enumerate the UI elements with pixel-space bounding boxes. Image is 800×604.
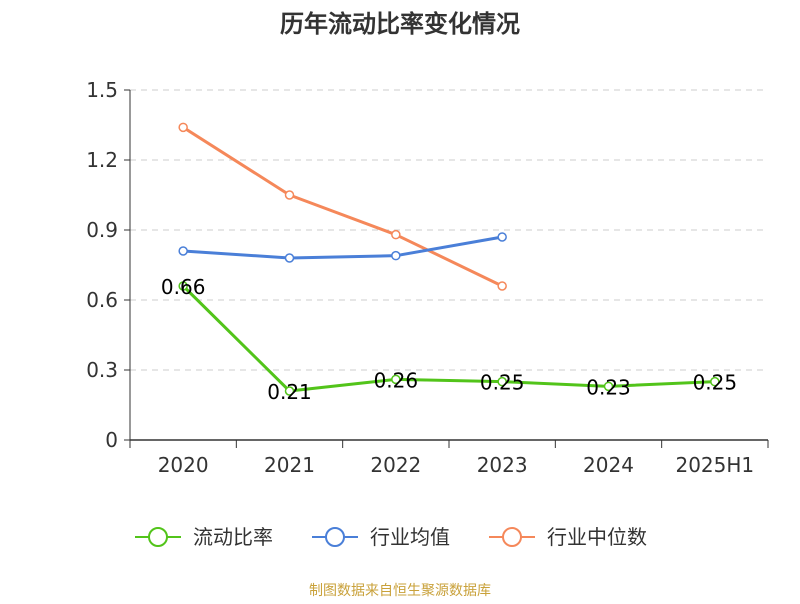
y-tick-label: 0 (105, 428, 118, 452)
data-label: 0.26 (374, 368, 419, 392)
data-point[interactable] (178, 246, 188, 256)
data-label: 0.25 (693, 371, 738, 395)
series-lines (178, 122, 720, 396)
legend-item-1[interactable]: 行业均值 (312, 525, 450, 549)
data-point[interactable] (178, 281, 188, 291)
data-point[interactable] (497, 232, 507, 242)
data-point[interactable] (710, 376, 720, 387)
x-tick-label: 2021 (264, 453, 315, 477)
y-tick-label: 0.9 (86, 218, 118, 242)
legend-item-2[interactable]: 行业中位数 (489, 525, 647, 549)
data-point[interactable] (603, 381, 614, 392)
legend-label: 流动比率 (193, 525, 273, 549)
data-point[interactable] (391, 374, 401, 385)
x-tick-label: 2023 (477, 453, 528, 477)
x-tick-label: 2020 (158, 453, 209, 477)
x-tick-label: 2022 (370, 453, 421, 477)
data-point[interactable] (391, 250, 401, 261)
data-label: 0.21 (267, 380, 312, 404)
data-label: 0.25 (480, 371, 525, 395)
y-tick-label: 0.6 (86, 288, 118, 312)
y-tick-label: 1.2 (86, 148, 118, 172)
data-label: 0.66 (161, 275, 206, 299)
legend-marker (325, 527, 345, 547)
data-point[interactable] (284, 253, 295, 263)
series-line-2 (181, 125, 504, 288)
x-tick-label: 2025H1 (675, 453, 754, 477)
data-label: 0.23 (586, 375, 631, 399)
data-point[interactable] (284, 386, 295, 396)
grid-lines (130, 89, 768, 371)
axes: 0 0.3 0.6 0.9 1.2 1.5 2020 2021 2022 2023 2024 2025… (86, 78, 769, 477)
data-labels: 0.66 0.21 0.26 0.25 0.23 0.25 (161, 275, 737, 404)
series-line-1 (181, 235, 504, 260)
legend-marker (148, 527, 168, 547)
legend-label: 行业均值 (370, 525, 450, 549)
y-tick-label: 1.5 (86, 78, 118, 102)
data-point[interactable] (178, 122, 188, 133)
series-line-0 (181, 284, 717, 393)
source-note: 制图数据来自恒生聚源数据库 (309, 583, 491, 599)
legend-marker (502, 527, 522, 547)
legend-label: 行业中位数 (547, 525, 647, 549)
legend[interactable]: 流动比率 行业均值 行业中位数 (135, 525, 647, 549)
y-tick-label: 0.3 (86, 358, 118, 382)
data-point[interactable] (391, 229, 401, 240)
data-point[interactable] (497, 376, 507, 387)
data-point[interactable] (284, 190, 295, 200)
legend-item-0[interactable]: 流动比率 (135, 525, 273, 549)
data-point[interactable] (497, 281, 507, 291)
x-tick-label: 2024 (583, 453, 634, 477)
chart-title: 历年流动比率变化情况 (280, 10, 520, 38)
